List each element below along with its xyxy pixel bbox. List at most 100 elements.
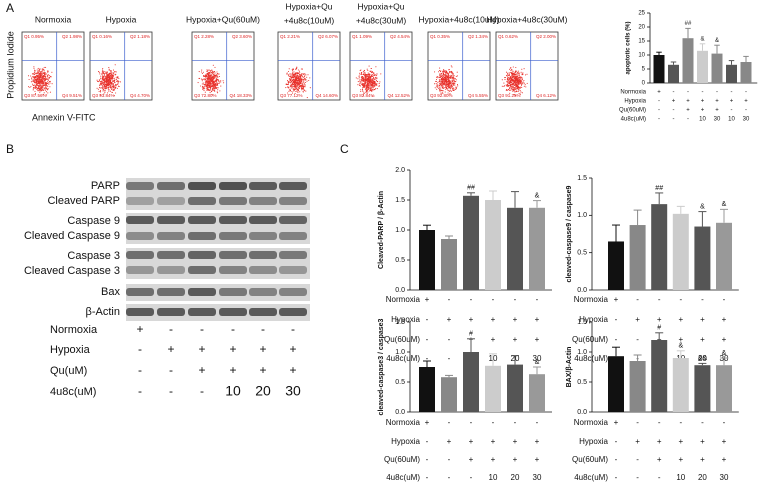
blot-band [126,308,154,316]
flow-title: Hypoxia+Qu(60uM) [186,14,260,24]
flow-dot [210,89,212,91]
flow-dot [109,74,111,77]
flow-dot [376,73,378,75]
condition-cell: + [715,108,719,114]
flow-dot [297,78,299,80]
significance-mark: ## [467,185,475,192]
blot-band [157,216,185,224]
flow-dot [32,88,34,90]
flow-dot [357,78,359,80]
flow-dot [448,78,450,80]
flow-dot [112,84,114,86]
flow-dot [373,78,375,80]
flow-dot [368,78,370,80]
flow-dot [117,76,119,78]
flow-dot [503,85,506,87]
flow-dot [300,86,302,88]
flow-dot [513,88,516,90]
flow-dot [39,71,41,73]
flow-dot [512,76,514,78]
condition-label: Normoxia [620,90,646,96]
flow-dot [521,74,523,76]
significance-mark: # [469,331,473,338]
flow-dot [517,82,519,84]
flow-dot [38,68,40,70]
flow-dot [291,73,293,75]
flow-dot [106,84,108,87]
flow-dot [206,84,208,86]
y-tick-label: 15 [638,39,645,45]
condition-cell: - [426,473,429,482]
flow-dot [506,79,508,81]
bar [668,64,679,83]
flow-dot [368,82,370,84]
flow-dot [207,88,209,90]
condition-label: Normoxia [574,418,609,427]
flow-dot [512,86,514,88]
flow-dot [441,87,443,89]
flow-dot [297,91,299,94]
flow-dot [201,87,203,89]
flow-dot [371,95,374,97]
flow-dot [202,82,204,84]
flow-dot [207,78,209,80]
flow-dot [361,78,363,80]
significance-mark: ## [655,185,663,192]
flow-dot [47,92,49,94]
flow-dot [98,81,100,83]
condition-cell: - [448,295,451,304]
flow-dot [509,81,511,83]
flow-dot [437,81,439,84]
flow-dot [296,85,298,87]
flow-dot [517,87,519,89]
flow-dot [508,73,510,75]
flow-dot [362,77,364,79]
flow-dot [46,94,48,96]
flow-dot [440,93,442,95]
flow-dot [507,82,509,85]
flow-dot [518,76,520,78]
flow-dot [40,87,42,89]
flow-dot [298,75,301,77]
flow-dot [105,83,108,85]
panel-label: B [6,142,14,156]
flow-dot [297,69,299,71]
flow-dot [516,84,519,86]
panel-label: A [6,1,14,15]
flow-dot [102,75,104,77]
flow-dot [440,92,442,94]
flow-dot [210,84,212,86]
flow-dot [439,90,441,92]
blot-label: Cleaved Caspase 9 [24,230,120,242]
flow-dot [515,76,517,78]
flow-dot [301,89,303,91]
y-axis-label: Cleaved-PARP / β-Actin [378,191,385,269]
condition-cell: - [615,315,618,324]
flow-dot [115,92,117,94]
flow-dot [453,87,455,89]
flow-dot [295,86,297,88]
flow-dot [100,83,102,85]
quadrant-label: Q1 0.95% [24,34,44,39]
flow-dot [46,73,48,75]
flow-dot [366,77,368,79]
flow-dot [105,79,107,81]
flow-dot [39,88,41,90]
flow-dot [217,92,219,94]
flow-dot [292,88,294,90]
flow-dot [437,77,439,79]
flow-dot [200,85,202,87]
flow-dot [453,82,455,84]
bar [419,367,435,412]
flow-dot [443,75,445,78]
flow-dot [369,76,371,78]
flow-dot [454,82,456,85]
quadrant-label: Q3 77.12% [280,93,303,98]
significance-mark: & [722,350,727,357]
flow-dot [113,72,115,74]
y-tick-label: 1.0 [577,212,587,219]
flow-dot [441,80,443,83]
flow-dot [207,69,209,71]
flow-dot [108,90,110,92]
flow-dot [44,76,47,78]
